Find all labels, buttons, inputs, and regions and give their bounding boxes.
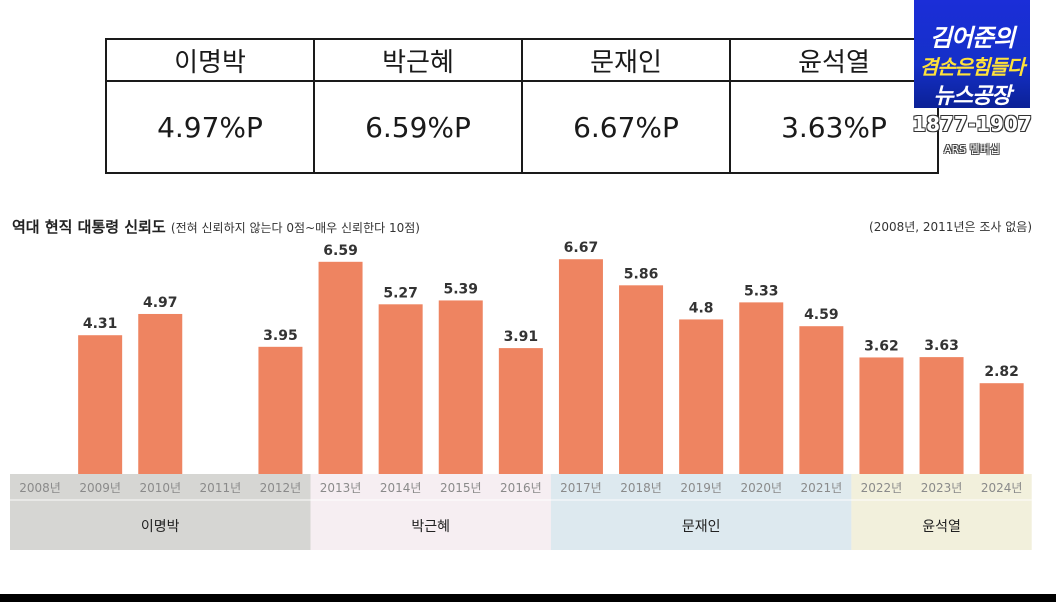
president-band	[310, 474, 551, 550]
logo-line-3: 뉴스공장	[933, 84, 1012, 108]
summary-names-row: 이명박 박근혜 문재인 윤석열	[105, 38, 939, 82]
summary-values-row: 4.97%P 6.59%P 6.67%P 3.63%P	[105, 80, 939, 174]
president-band-label: 문재인	[682, 519, 721, 535]
bar-value-label: 6.67	[564, 240, 599, 256]
x-tick-label: 2011년	[200, 481, 242, 495]
summary-value-park: 6.59%P	[313, 80, 523, 174]
bar	[919, 357, 964, 474]
x-tick-label: 2014년	[380, 481, 422, 495]
summary-table: 이명박 박근혜 문재인 윤석열 4.97%P 6.59%P 6.67%P 3.6…	[105, 38, 939, 174]
bar-value-label: 5.33	[744, 283, 779, 299]
bar-value-label: 4.8	[689, 300, 714, 316]
bar-value-label: 5.39	[443, 281, 478, 297]
bar	[979, 383, 1024, 474]
x-tick-label: 2018년	[620, 481, 662, 495]
x-tick-label: 2017년	[560, 481, 602, 495]
president-band-label: 이명박	[141, 519, 180, 535]
bar-value-label: 3.62	[864, 338, 899, 354]
summary-value-moon: 6.67%P	[521, 80, 731, 174]
bar-value-label: 6.59	[323, 243, 358, 259]
chart-subtitle: (전혀 신뢰하지 않는다 0점~매우 신뢰한다 10점)	[170, 221, 420, 235]
bar-value-label: 4.97	[143, 295, 178, 311]
summary-value-yoon: 3.63%P	[729, 80, 939, 174]
summary-value-lee: 4.97%P	[105, 80, 315, 174]
bar-value-label: 3.95	[263, 328, 298, 344]
bar	[138, 313, 183, 474]
bar	[799, 326, 844, 474]
x-tick-label: 2016년	[500, 481, 542, 495]
x-tick-label: 2019년	[680, 481, 722, 495]
bar	[739, 302, 784, 474]
x-tick-label: 2020년	[740, 481, 782, 495]
x-tick-label: 2021년	[801, 481, 843, 495]
summary-name-moon: 문재인	[521, 38, 731, 82]
bar	[438, 300, 483, 474]
x-tick-label: 2010년	[139, 481, 181, 495]
x-tick-label: 2023년	[921, 481, 963, 495]
x-tick-label: 2012년	[260, 481, 302, 495]
chart-note: (2008년, 2011년은 조사 없음)	[869, 220, 1032, 234]
x-tick-label: 2009년	[79, 481, 121, 495]
bottom-bar	[0, 594, 1056, 602]
president-band	[851, 474, 1032, 550]
logo-line-2: 겸손은힘들다	[919, 55, 1025, 79]
summary-name-yoon: 윤석열	[729, 38, 939, 82]
bar-value-label: 3.63	[924, 338, 959, 354]
summary-name-lee: 이명박	[105, 38, 315, 82]
president-band	[10, 474, 311, 550]
bar-value-label: 2.82	[984, 364, 1019, 380]
bar	[258, 346, 303, 474]
bar-value-label: 5.27	[383, 285, 418, 301]
x-tick-label: 2015년	[440, 481, 482, 495]
bar	[498, 348, 543, 474]
bar-value-label: 4.59	[804, 307, 839, 323]
bar	[859, 357, 904, 474]
chart-title: 역대 현직 대통령 신뢰도	[12, 218, 166, 236]
x-tick-label: 2008년	[19, 481, 61, 495]
bar-value-label: 3.91	[504, 329, 539, 345]
x-tick-label: 2013년	[320, 481, 362, 495]
ars-label: ARS 멤버십	[943, 143, 1000, 156]
president-band-label: 윤석열	[922, 519, 961, 535]
news-factory-logo: 김어준의 겸손은힘들다 뉴스공장	[914, 0, 1030, 108]
chart-title-block: 역대 현직 대통령 신뢰도 (전혀 신뢰하지 않는다 0점~매우 신뢰한다 10…	[12, 216, 420, 237]
x-tick-label: 2022년	[861, 481, 903, 495]
president-band-label: 박근혜	[411, 519, 450, 535]
bar-value-label: 4.31	[83, 316, 118, 332]
bar	[378, 304, 423, 474]
bar	[78, 335, 123, 474]
summary-name-park: 박근혜	[313, 38, 523, 82]
bar	[679, 319, 724, 474]
logo-line-1: 김어준의	[929, 24, 1015, 52]
x-tick-label: 2024년	[981, 481, 1023, 495]
bar-value-label: 5.86	[624, 266, 659, 282]
bar	[619, 285, 664, 474]
bar	[318, 261, 363, 474]
president-band	[550, 474, 852, 550]
ars-number: 1877-1907	[912, 112, 1032, 136]
bar	[558, 259, 603, 474]
